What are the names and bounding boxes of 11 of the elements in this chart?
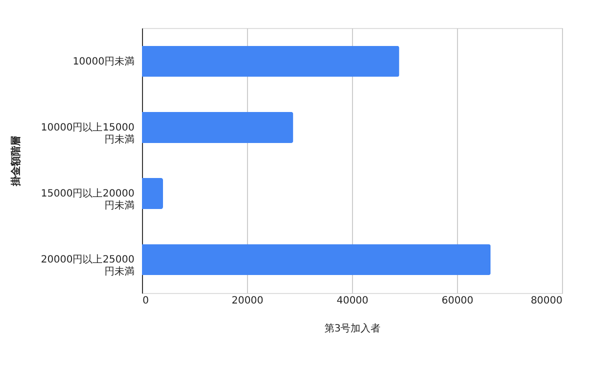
y-tick-label: 15000円以上20000円未満 — [40, 188, 134, 212]
x-tick-label: 20000 — [232, 296, 264, 306]
x-tick-label: 60000 — [442, 296, 474, 306]
y-tick-label: 10000円未満 — [72, 55, 134, 68]
x-tick-label: 0 — [142, 296, 149, 306]
y-tick-label: 10000円以上15000円未満 — [40, 121, 134, 146]
x-axis-title: 第3号加入者 — [324, 322, 381, 334]
x-tick-label: 80000 — [530, 296, 562, 306]
x-tick-label: 40000 — [336, 296, 368, 306]
y-axis-title: 掛金額階層 — [10, 136, 22, 187]
y-tick-label: 20000円以上25000円未満 — [40, 254, 134, 278]
